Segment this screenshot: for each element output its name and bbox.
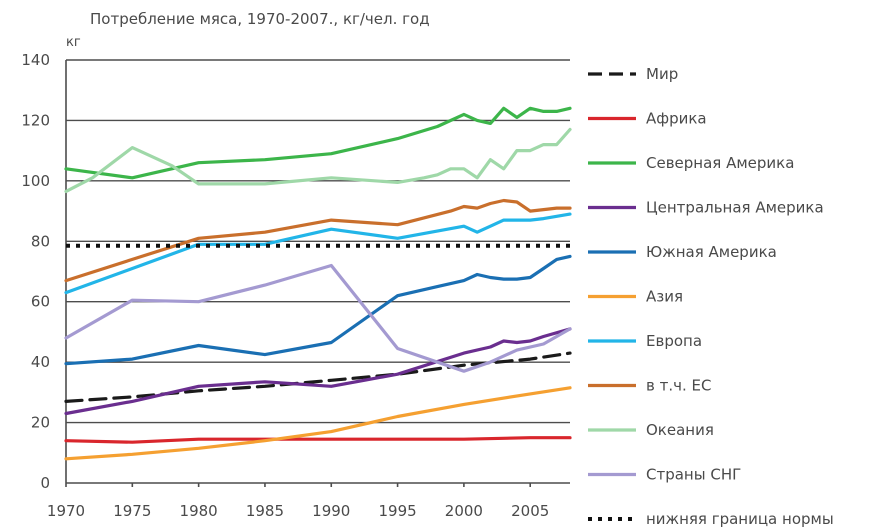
y-tick-label: 80 — [31, 232, 50, 250]
x-tick-label: 1985 — [246, 502, 284, 520]
legend-label: нижняя граница нормы — [646, 510, 834, 528]
series-line-северная-америка — [64, 106, 572, 180]
x-axis-ticks: 1970 1975 1980 1985 1990 1995 2000 2005 — [47, 483, 549, 520]
legend-label: Азия — [646, 288, 683, 306]
gridlines — [65, 59, 570, 484]
legend-label: Мир — [646, 65, 678, 83]
legend-label: Африка — [646, 110, 707, 128]
y-tick-label: 140 — [21, 51, 50, 69]
legend-label: Страны СНГ — [646, 466, 741, 484]
series-line-океания — [64, 127, 572, 193]
series-line-азия — [64, 386, 572, 461]
x-tick-label: 1970 — [47, 502, 85, 520]
series-line-южная-америка — [64, 254, 572, 366]
series-line-африка — [64, 436, 572, 444]
series-line-центральная-америка — [64, 327, 572, 416]
y-tick-label: 0 — [40, 474, 50, 492]
y-tick-label: 40 — [31, 353, 50, 371]
legend: Мир Африка Северная Америка Центральная Аме… — [588, 65, 834, 528]
legend-label: Океания — [646, 421, 714, 439]
chart-title: Потребление мяса, 1970-2007., кг/чел. го… — [90, 10, 430, 28]
y-axis-unit-label: кг — [66, 35, 81, 50]
legend-label: в т.ч. ЕС — [646, 377, 711, 395]
x-tick-label: 1995 — [378, 502, 416, 520]
x-tick-label: 2000 — [445, 502, 483, 520]
y-tick-label: 100 — [21, 172, 50, 190]
series-lines — [64, 106, 572, 461]
legend-label: Центральная Америка — [646, 199, 824, 217]
series-line-в-т-ч-ес — [64, 198, 572, 283]
series-line-страны-снг — [64, 263, 572, 373]
x-tick-label: 2005 — [511, 502, 549, 520]
y-axis-ticks: 0 20 40 60 80 100 120 140 — [21, 51, 50, 492]
y-tick-label: 120 — [21, 111, 50, 129]
x-tick-label: 1975 — [113, 502, 151, 520]
y-tick-label: 60 — [31, 293, 50, 311]
x-tick-label: 1980 — [180, 502, 218, 520]
y-tick-label: 20 — [31, 414, 50, 432]
legend-label: Южная Америка — [646, 243, 777, 261]
legend-label: Европа — [646, 332, 702, 350]
legend-label: Северная Америка — [646, 154, 794, 172]
x-tick-label: 1990 — [312, 502, 350, 520]
series-line-европа — [64, 212, 572, 295]
